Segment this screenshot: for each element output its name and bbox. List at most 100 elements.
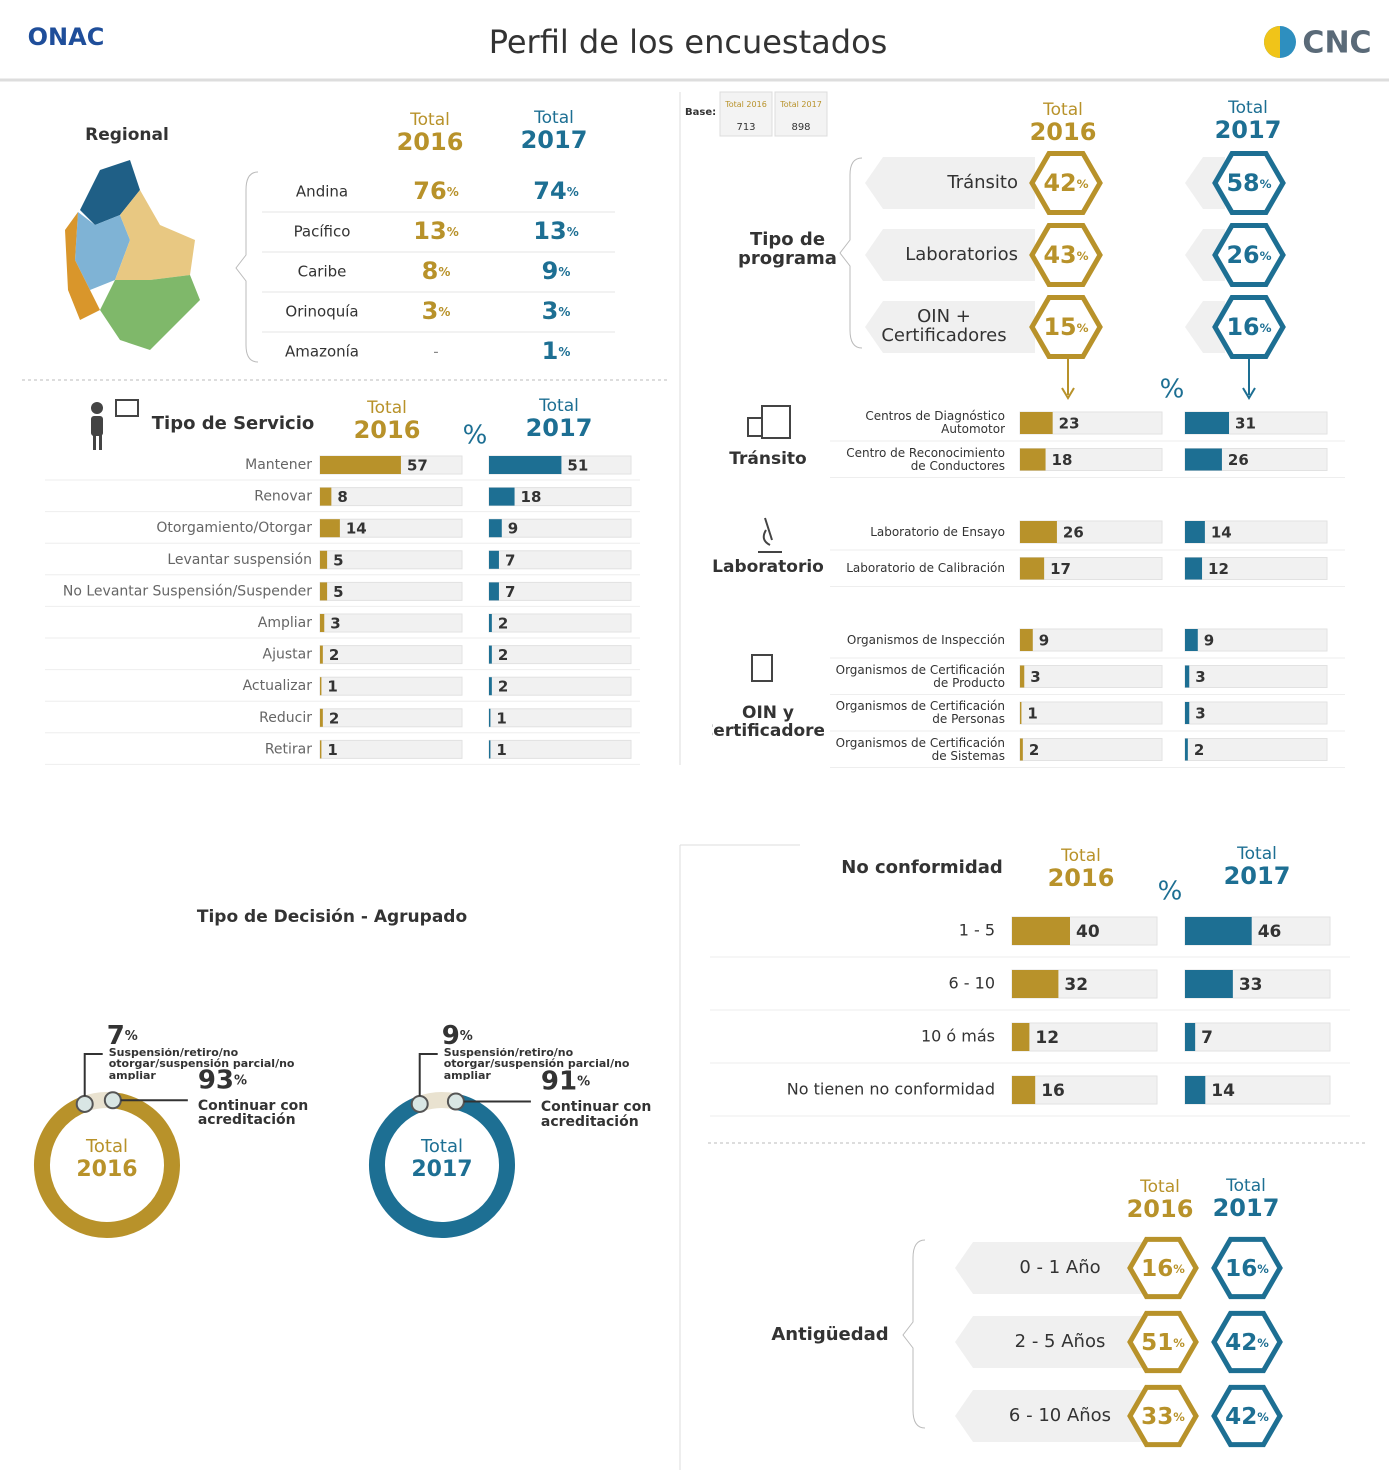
base-cell — [774, 91, 828, 137]
base-label: Base: — [685, 107, 716, 118]
brace — [902, 1239, 926, 1429]
hexagon — [1212, 223, 1286, 287]
bar-value: 2 — [1194, 741, 1204, 759]
percent-sign: % — [1257, 1410, 1269, 1424]
bar-value: 2 — [498, 646, 508, 664]
value: 58 — [1226, 169, 1259, 197]
bar — [489, 550, 499, 569]
bar-track — [488, 708, 632, 728]
value: 16 — [1141, 1256, 1173, 1282]
value-label: 13% — [533, 217, 578, 245]
bar — [1012, 970, 1059, 998]
percent-sign: % — [1260, 177, 1272, 191]
column-header: Total — [409, 110, 450, 130]
row-label: Reducir — [259, 710, 312, 726]
value: 9 — [442, 1020, 460, 1050]
row-label-box: Tránsito — [947, 171, 1018, 193]
bar-value: 2 — [329, 709, 339, 727]
hexagon — [1212, 295, 1286, 359]
percent-sign: % — [567, 225, 579, 239]
base-column-box: Total 2017 — [780, 100, 822, 108]
section-title: Antigüedad — [771, 1324, 888, 1345]
bar-value: 7 — [505, 583, 515, 601]
donut-label: Total — [420, 1136, 463, 1157]
segment-label-box: Continuar con acreditación — [198, 1098, 308, 1127]
row-label: Laboratorio de Calibración — [846, 561, 1005, 576]
row-label: Organismos de Certificación de Producto — [835, 662, 1005, 690]
column-header: Total — [1042, 100, 1083, 120]
column-header: 2016 — [354, 416, 421, 444]
bar — [1185, 917, 1252, 945]
row-label-box: OIN + Certificadores — [881, 307, 1006, 345]
column-header: 2016 — [1127, 1195, 1194, 1223]
value-label: 16% — [1226, 313, 1271, 341]
column-header: Total — [366, 398, 407, 418]
bar-value: 31 — [1235, 415, 1256, 433]
value: 93 — [198, 1065, 234, 1095]
value-label: 3% — [422, 297, 451, 325]
row-label-box: Organismos de Certificación de Producto — [835, 662, 1005, 690]
bar — [1020, 521, 1057, 543]
bar — [1185, 665, 1190, 688]
bar — [320, 614, 325, 632]
bar-value: 14 — [346, 520, 367, 538]
bar-track — [1184, 520, 1328, 544]
row-tab — [955, 1390, 1155, 1442]
bar-track — [488, 645, 632, 665]
bar-value: 33 — [1239, 975, 1263, 995]
bar-value: 7 — [1201, 1028, 1213, 1048]
bar-value: 23 — [1059, 415, 1080, 433]
row-label: Tránsito — [947, 171, 1018, 193]
value: 74 — [533, 177, 566, 205]
bar-track — [1184, 738, 1328, 761]
bar — [489, 614, 492, 632]
bar — [320, 456, 401, 474]
bar-track — [319, 739, 463, 759]
column-header: 2016 — [1030, 118, 1097, 146]
bar-value: 1 — [496, 741, 506, 759]
bar-track — [488, 613, 632, 633]
value-label: 42% — [1225, 1330, 1269, 1356]
bar-track — [1184, 701, 1328, 725]
bar — [1185, 629, 1198, 651]
bar-value: 46 — [1258, 922, 1282, 942]
bar — [1185, 970, 1233, 998]
row-label: Organismos de Certificación de Sistemas — [835, 735, 1005, 763]
percent-sign: % — [460, 1028, 473, 1043]
bar — [1185, 557, 1203, 580]
bar — [1185, 738, 1188, 761]
percent-sign: % — [558, 345, 570, 359]
row-label: Andina — [296, 183, 348, 201]
row-label-box: Laboratorio de Ensayo — [870, 525, 1005, 538]
bar — [1020, 738, 1023, 761]
value-label: 8% — [422, 257, 451, 285]
bar-value: 3 — [330, 615, 340, 633]
row-tab — [865, 229, 1035, 281]
percent-sign: % — [567, 185, 579, 199]
bar — [1185, 521, 1205, 543]
value: 1 — [542, 337, 559, 365]
bar — [1020, 702, 1022, 724]
bar — [1185, 1023, 1196, 1051]
row-label: 2 - 5 Años — [1015, 1331, 1106, 1352]
value-label: 13% — [413, 217, 458, 245]
bar-track — [1184, 1075, 1331, 1105]
bar — [489, 456, 562, 474]
section-title: Tipo de Decisión - Agrupado — [197, 907, 467, 927]
bar — [1185, 412, 1230, 434]
value-label: 9% — [542, 257, 571, 285]
bar-track — [319, 518, 463, 538]
percent-sign: % — [1260, 321, 1272, 335]
column-header: Total — [533, 108, 574, 128]
bar-value: 1 — [1027, 705, 1037, 723]
column-header: Total — [1060, 846, 1101, 866]
hexagon — [1211, 1236, 1283, 1300]
group-label-box: Laboratorio — [712, 558, 824, 576]
bar-track — [1011, 1075, 1158, 1105]
value: 16 — [1225, 1256, 1257, 1282]
bar-value: 1 — [327, 741, 337, 759]
percent-sign: % — [125, 1028, 138, 1043]
bar-value: 14 — [1211, 1081, 1235, 1101]
microscope-icon — [758, 517, 782, 553]
row-tab — [865, 157, 1035, 209]
